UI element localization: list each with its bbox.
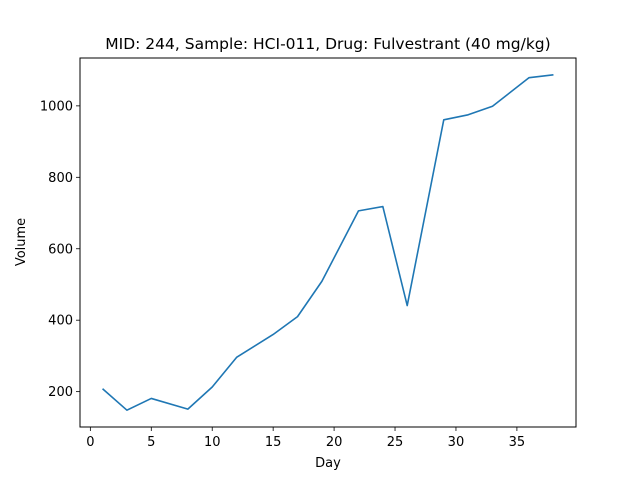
y-tick-label: 200 (48, 385, 73, 400)
y-axis: 200 400 600 800 1000 (40, 99, 80, 400)
plot-area (102, 73, 554, 412)
y-tick-label: 400 (48, 314, 73, 329)
volume-series-line (102, 73, 554, 412)
x-tick-label: 15 (265, 435, 282, 450)
x-tick-label: 35 (509, 435, 526, 450)
y-tick-label: 1000 (40, 99, 73, 114)
chart-title: MID: 244, Sample: HCI-011, Drug: Fulvest… (105, 35, 550, 53)
x-tick-label: 5 (147, 435, 155, 450)
y-tick-label: 600 (48, 242, 73, 257)
y-axis-label: Volume (14, 218, 29, 266)
axes-frame (79, 57, 577, 428)
x-tick-label: 20 (326, 435, 343, 450)
x-axis-label: Day (315, 456, 341, 471)
x-tick-label: 0 (86, 435, 94, 450)
x-axis: 0 5 10 15 20 25 30 35 (86, 427, 525, 450)
x-tick-label: 25 (387, 435, 404, 450)
x-tick-label: 10 (204, 435, 221, 450)
y-tick-label: 800 (48, 171, 73, 186)
x-tick-label: 30 (448, 435, 465, 450)
